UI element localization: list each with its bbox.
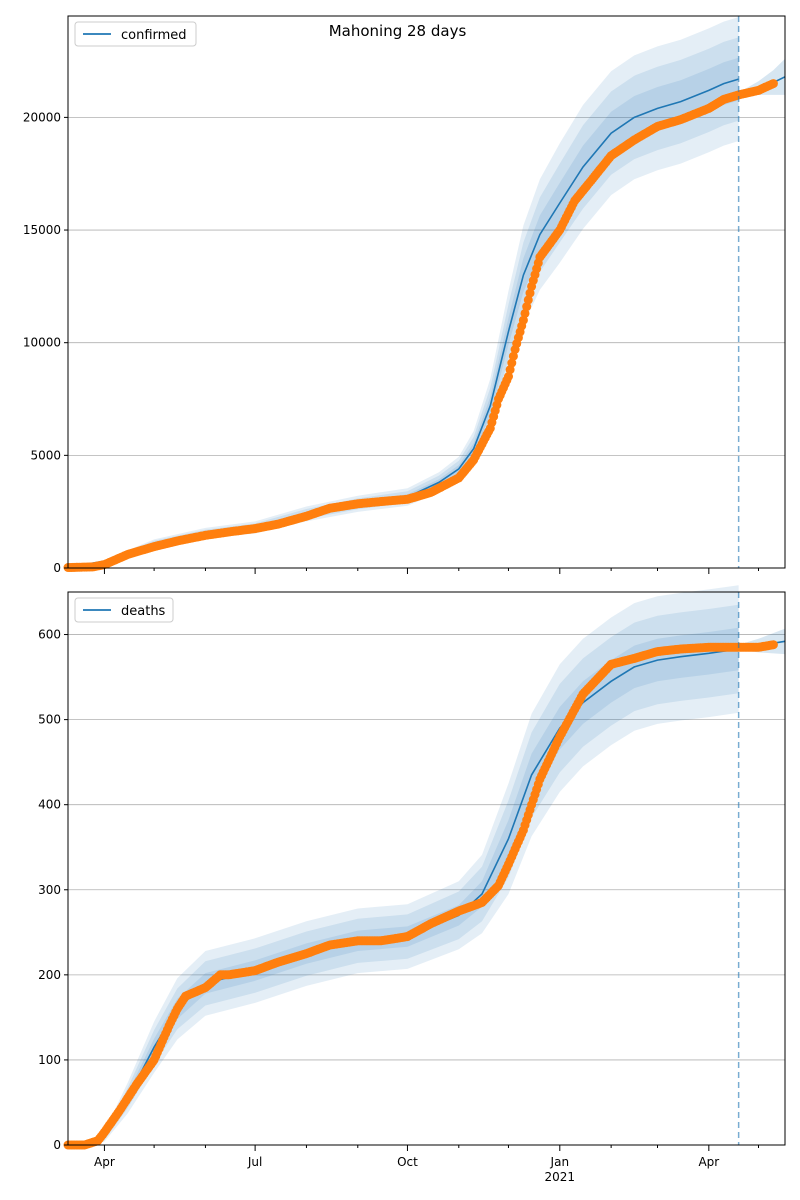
y-tick-label: 0 bbox=[53, 1138, 61, 1152]
legend-label: confirmed bbox=[121, 28, 187, 43]
confidence-band bbox=[68, 585, 739, 1145]
x-tick-label: Apr bbox=[94, 1155, 115, 1169]
y-tick-label: 5000 bbox=[30, 448, 61, 462]
y-tick-label: 300 bbox=[38, 883, 61, 897]
observed-point bbox=[507, 358, 517, 368]
legend-box bbox=[74, 21, 197, 47]
confidence-band bbox=[68, 604, 739, 1145]
y-tick-label: 200 bbox=[38, 968, 61, 982]
observed-point bbox=[768, 640, 778, 650]
y-tick-label: 400 bbox=[38, 798, 61, 812]
y-tick-label: 500 bbox=[38, 713, 61, 727]
axes-frame bbox=[67, 15, 786, 569]
y-tick-label: 10000 bbox=[23, 336, 61, 350]
y-tick-label: 0 bbox=[53, 561, 61, 575]
x-tick-sublabel: 2021 bbox=[545, 1170, 576, 1184]
legend-label: deaths bbox=[121, 604, 166, 619]
observed-series bbox=[63, 79, 778, 572]
x-tick-label: Jan bbox=[550, 1155, 570, 1169]
y-tick-label: 20000 bbox=[23, 110, 61, 124]
confidence-band bbox=[68, 17, 739, 568]
legend-box bbox=[74, 597, 174, 623]
y-tick-label: 100 bbox=[38, 1053, 61, 1067]
observed-point bbox=[518, 315, 528, 325]
y-tick-label: 600 bbox=[38, 628, 61, 642]
observed-point bbox=[523, 295, 533, 305]
y-tick-label: 15000 bbox=[23, 223, 61, 237]
axes-frame bbox=[67, 591, 786, 1146]
observed-point bbox=[504, 372, 513, 381]
panel-confirmed: 0 5000 10000 15000 20000 confirmed bbox=[23, 15, 786, 575]
observed-point bbox=[768, 79, 778, 89]
observed-series bbox=[63, 640, 778, 1150]
legend: deaths bbox=[74, 597, 174, 623]
confidence-band bbox=[68, 37, 739, 568]
figure-title: Mahoning 28 days bbox=[328, 22, 467, 40]
x-tick-label: Apr bbox=[698, 1155, 719, 1169]
observed-point bbox=[520, 308, 530, 318]
x-tick-label: Oct bbox=[397, 1155, 418, 1169]
x-tick-label: Jul bbox=[247, 1155, 262, 1169]
legend: confirmed bbox=[74, 21, 197, 47]
